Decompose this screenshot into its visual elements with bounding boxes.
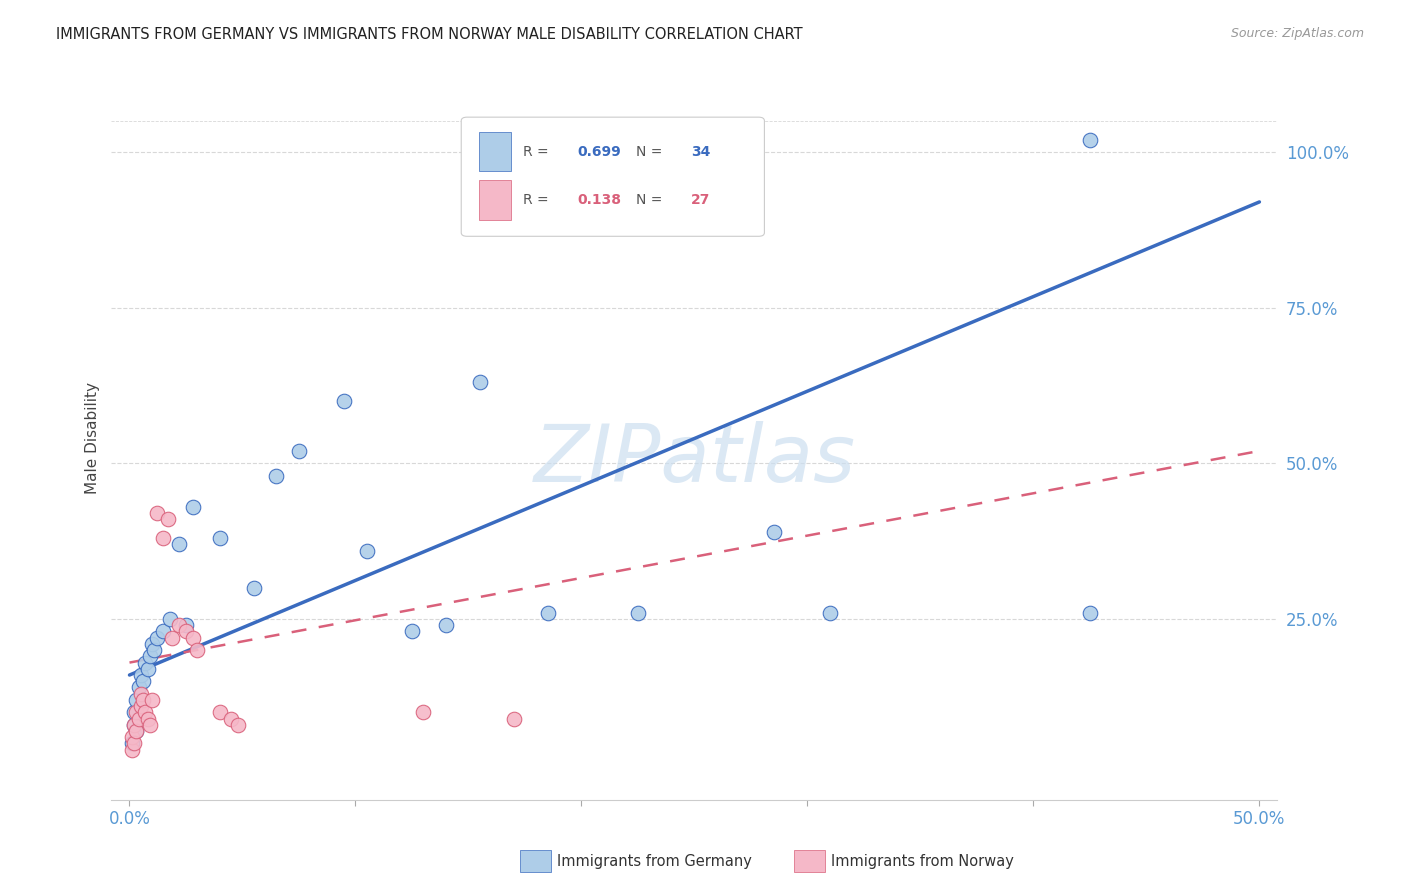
Point [122, 737, 145, 751]
Text: Immigrants from Germany: Immigrants from Germany [557, 855, 752, 869]
Text: R =: R = [523, 194, 553, 207]
Point [536, 606, 558, 620]
Point [167, 618, 190, 632]
Point [122, 718, 145, 732]
Point [186, 643, 208, 657]
Point [162, 631, 184, 645]
Point [129, 687, 152, 701]
Point [181, 631, 204, 645]
Point [1078, 606, 1101, 620]
Point [502, 712, 524, 726]
Point [174, 618, 197, 632]
Point [627, 606, 650, 620]
Text: IMMIGRANTS FROM GERMANY VS IMMIGRANTS FROM NORWAY MALE DISABILITY CORRELATION CH: IMMIGRANTS FROM GERMANY VS IMMIGRANTS FR… [56, 27, 803, 42]
Point [136, 662, 159, 676]
Point [1078, 133, 1101, 147]
Point [219, 712, 242, 726]
Point [156, 512, 179, 526]
Point [141, 637, 163, 651]
Point [468, 376, 491, 390]
Point [128, 681, 150, 695]
Point [141, 693, 163, 707]
Point [266, 468, 288, 483]
Point [134, 706, 156, 720]
Point [208, 531, 231, 545]
Point [125, 724, 148, 739]
Text: R =: R = [523, 145, 553, 159]
Point [762, 524, 785, 539]
Point [818, 606, 841, 620]
Point [121, 742, 143, 756]
Point [122, 706, 145, 720]
Point [152, 531, 174, 545]
FancyBboxPatch shape [461, 117, 765, 236]
Point [226, 718, 249, 732]
Point [125, 706, 148, 720]
Point [129, 699, 152, 714]
Point [181, 500, 204, 514]
Point [143, 643, 166, 657]
Text: 0.138: 0.138 [578, 194, 621, 207]
Point [434, 618, 457, 632]
Point [159, 612, 181, 626]
Point [174, 624, 197, 639]
Text: N =: N = [636, 194, 666, 207]
Point [145, 631, 167, 645]
Point [125, 724, 148, 739]
Text: 0.699: 0.699 [578, 145, 621, 159]
Point [121, 737, 143, 751]
Point [152, 624, 174, 639]
Point [139, 718, 162, 732]
Point [136, 712, 159, 726]
Point [412, 706, 434, 720]
Point [145, 506, 167, 520]
Text: Source: ZipAtlas.com: Source: ZipAtlas.com [1230, 27, 1364, 40]
Point [125, 693, 148, 707]
Point [288, 444, 311, 458]
Point [208, 706, 231, 720]
Y-axis label: Male Disability: Male Disability [86, 383, 100, 494]
Point [128, 712, 150, 726]
Point [333, 394, 356, 409]
Bar [478, 132, 512, 171]
Text: 27: 27 [690, 194, 710, 207]
Text: Immigrants from Norway: Immigrants from Norway [831, 855, 1014, 869]
Point [139, 649, 162, 664]
Point [132, 693, 155, 707]
Text: N =: N = [636, 145, 666, 159]
Bar [478, 180, 512, 219]
Point [167, 537, 190, 551]
Text: ZIPatlas: ZIPatlas [533, 421, 855, 500]
Point [129, 668, 152, 682]
Point [134, 656, 156, 670]
Point [356, 543, 378, 558]
Point [121, 731, 143, 745]
Point [401, 624, 423, 639]
Point [122, 718, 145, 732]
Text: 34: 34 [690, 145, 710, 159]
Point [242, 581, 264, 595]
Point [132, 674, 155, 689]
